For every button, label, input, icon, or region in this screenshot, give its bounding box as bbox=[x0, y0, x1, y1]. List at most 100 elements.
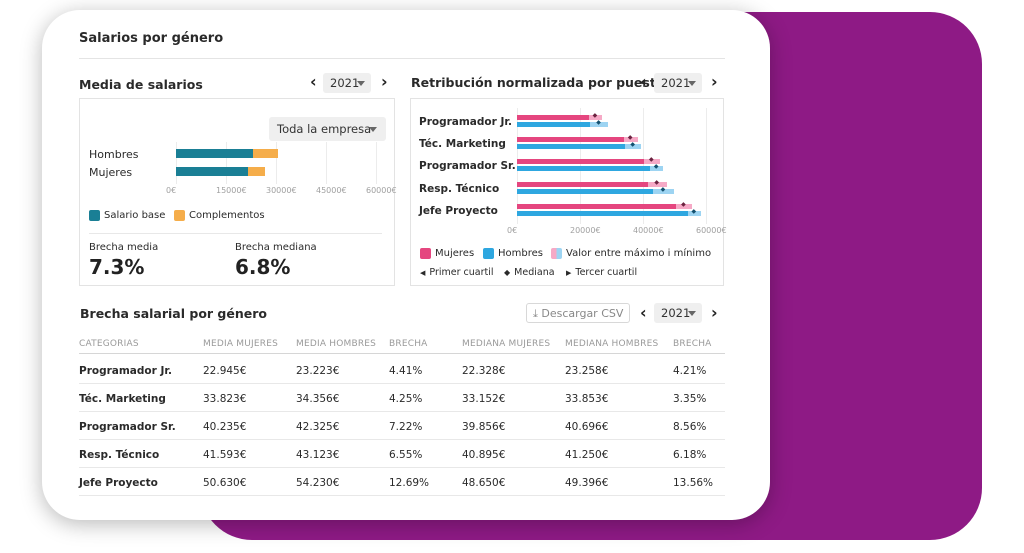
row-label: Resp. Técnico bbox=[419, 182, 500, 195]
scope-dropdown[interactable]: Toda la empresa bbox=[269, 117, 386, 141]
median-marker: ◆ bbox=[592, 112, 598, 119]
legend-swatch bbox=[420, 248, 431, 259]
media-prev-year-button[interactable]: ‹ bbox=[310, 72, 317, 91]
legend-label: Primer cuartil bbox=[429, 267, 494, 278]
retribucion-prev-year-button[interactable]: ‹ bbox=[640, 72, 647, 91]
chevron-down-icon bbox=[688, 81, 696, 86]
chevron-down-icon bbox=[369, 127, 377, 132]
table-cell: 22.945€ bbox=[203, 365, 247, 377]
legend-mujeres: Mujeres bbox=[420, 248, 474, 259]
row-label: Téc. Marketing bbox=[419, 138, 506, 151]
row-label: Jefe Proyecto bbox=[419, 204, 498, 217]
median-marker: ◆ bbox=[681, 200, 686, 208]
legend-label: Valor entre máximo i mínimo bbox=[566, 248, 712, 259]
row-divider bbox=[79, 467, 725, 468]
download-csv-button[interactable]: ⤓ Descargar CSV bbox=[526, 303, 630, 323]
x-tick-label: 20000€ bbox=[570, 226, 601, 235]
brecha-prev-year-button[interactable]: ‹ bbox=[640, 303, 647, 322]
brecha-next-year-button[interactable]: › bbox=[711, 303, 718, 322]
table-cell-category: Programador Sr. bbox=[79, 421, 176, 433]
grid-line bbox=[643, 108, 644, 224]
table-cell: 43.123€ bbox=[296, 449, 340, 461]
diamond-icon: ◆ bbox=[504, 268, 511, 277]
table-cell: 39.856€ bbox=[462, 421, 506, 433]
bar-salario-base bbox=[176, 149, 253, 158]
legend-swatch bbox=[174, 210, 185, 221]
row-divider bbox=[79, 411, 725, 412]
brecha-year-select[interactable]: 2021 bbox=[654, 303, 702, 323]
row-label: Programador Jr. bbox=[419, 116, 513, 128]
brecha-year-value: 2021 bbox=[661, 306, 691, 320]
table-cell: 12.69% bbox=[389, 477, 430, 489]
table-cell: 40.696€ bbox=[565, 421, 609, 433]
bar-hombres bbox=[517, 122, 591, 127]
legend-label: Mediana bbox=[514, 267, 555, 278]
legend-label: Hombres bbox=[498, 248, 543, 259]
brecha-title: Brecha salarial por género bbox=[80, 306, 267, 321]
retribucion-next-year-button[interactable]: › bbox=[711, 72, 718, 91]
table-cell: 22.328€ bbox=[462, 365, 506, 377]
legend-salario-base: Salario base bbox=[89, 210, 165, 221]
table-cell: 48.650€ bbox=[462, 477, 506, 489]
download-icon: ⤓ bbox=[533, 307, 538, 320]
grid-line bbox=[176, 142, 177, 184]
media-year-value: 2021 bbox=[330, 76, 360, 90]
brecha-media-label: Brecha media bbox=[89, 242, 159, 253]
bar-mujeres bbox=[517, 159, 644, 165]
row-label: Hombres bbox=[89, 148, 139, 161]
table-cell: 42.325€ bbox=[296, 421, 340, 433]
table-cell: 6.55% bbox=[389, 449, 423, 461]
row-divider bbox=[79, 353, 725, 354]
divider bbox=[89, 233, 382, 234]
retribucion-title: Retribución normalizada por puestos bbox=[411, 75, 672, 90]
grid-line bbox=[517, 108, 518, 224]
median-marker: ◆ bbox=[653, 163, 659, 171]
bar-complementos bbox=[247, 167, 265, 176]
row-divider bbox=[79, 495, 725, 496]
bar-mujeres-range bbox=[623, 137, 639, 143]
legend-label: Salario base bbox=[104, 210, 166, 221]
retribucion-year-select[interactable]: 2021 bbox=[654, 73, 702, 93]
bar-complementos bbox=[252, 149, 278, 158]
median-marker: ◆ bbox=[649, 156, 654, 164]
median-marker: ◆ bbox=[660, 185, 666, 193]
triangle-left-icon: ◀ bbox=[420, 268, 426, 277]
bar-mujeres-range bbox=[589, 115, 603, 120]
legend-q3: ▶ Tercer cuartil bbox=[566, 267, 637, 278]
table-cell: 4.41% bbox=[389, 365, 423, 377]
table-cell: 3.35% bbox=[673, 393, 707, 405]
row-label: Mujeres bbox=[89, 166, 133, 179]
bar-hombres bbox=[517, 166, 651, 172]
bar-hombres bbox=[517, 210, 688, 216]
table-header: MEDIANA MUJERES bbox=[462, 339, 551, 349]
download-csv-label: Descargar CSV bbox=[541, 307, 624, 320]
grid-line bbox=[706, 108, 707, 224]
bar-mujeres bbox=[517, 181, 649, 187]
table-cell: 33.823€ bbox=[203, 393, 247, 405]
table-cell-category: Téc. Marketing bbox=[79, 393, 166, 405]
table-cell: 40.235€ bbox=[203, 421, 247, 433]
x-tick-label: 0€ bbox=[507, 226, 518, 235]
card-title: Salarios por género bbox=[79, 31, 224, 46]
legend-label: Tercer cuartil bbox=[575, 267, 638, 278]
media-title: Media de salarios bbox=[79, 77, 203, 92]
bar-mujeres bbox=[517, 137, 624, 143]
grid-line bbox=[376, 142, 377, 184]
legend-hombres: Hombres bbox=[483, 248, 543, 259]
x-tick-label: 0€ bbox=[166, 186, 177, 195]
x-tick-label: 30000€ bbox=[266, 186, 297, 195]
brecha-media-value: 7.3% bbox=[89, 255, 145, 279]
bar-mujeres-range bbox=[643, 159, 661, 165]
table-header: BRECHA bbox=[673, 339, 712, 349]
media-year-select[interactable]: 2021 bbox=[323, 73, 371, 93]
median-marker: ◆ bbox=[627, 134, 633, 142]
legend-mediana: ◆ Mediana bbox=[504, 267, 555, 278]
brecha-mediana-value: 6.8% bbox=[235, 255, 291, 279]
median-marker: ◆ bbox=[691, 207, 697, 215]
table-cell-category: Jefe Proyecto bbox=[79, 477, 158, 489]
triangle-right-icon: ▶ bbox=[566, 268, 572, 277]
median-marker: ◆ bbox=[596, 119, 601, 126]
media-next-year-button[interactable]: › bbox=[381, 72, 388, 91]
table-cell: 23.258€ bbox=[565, 365, 609, 377]
